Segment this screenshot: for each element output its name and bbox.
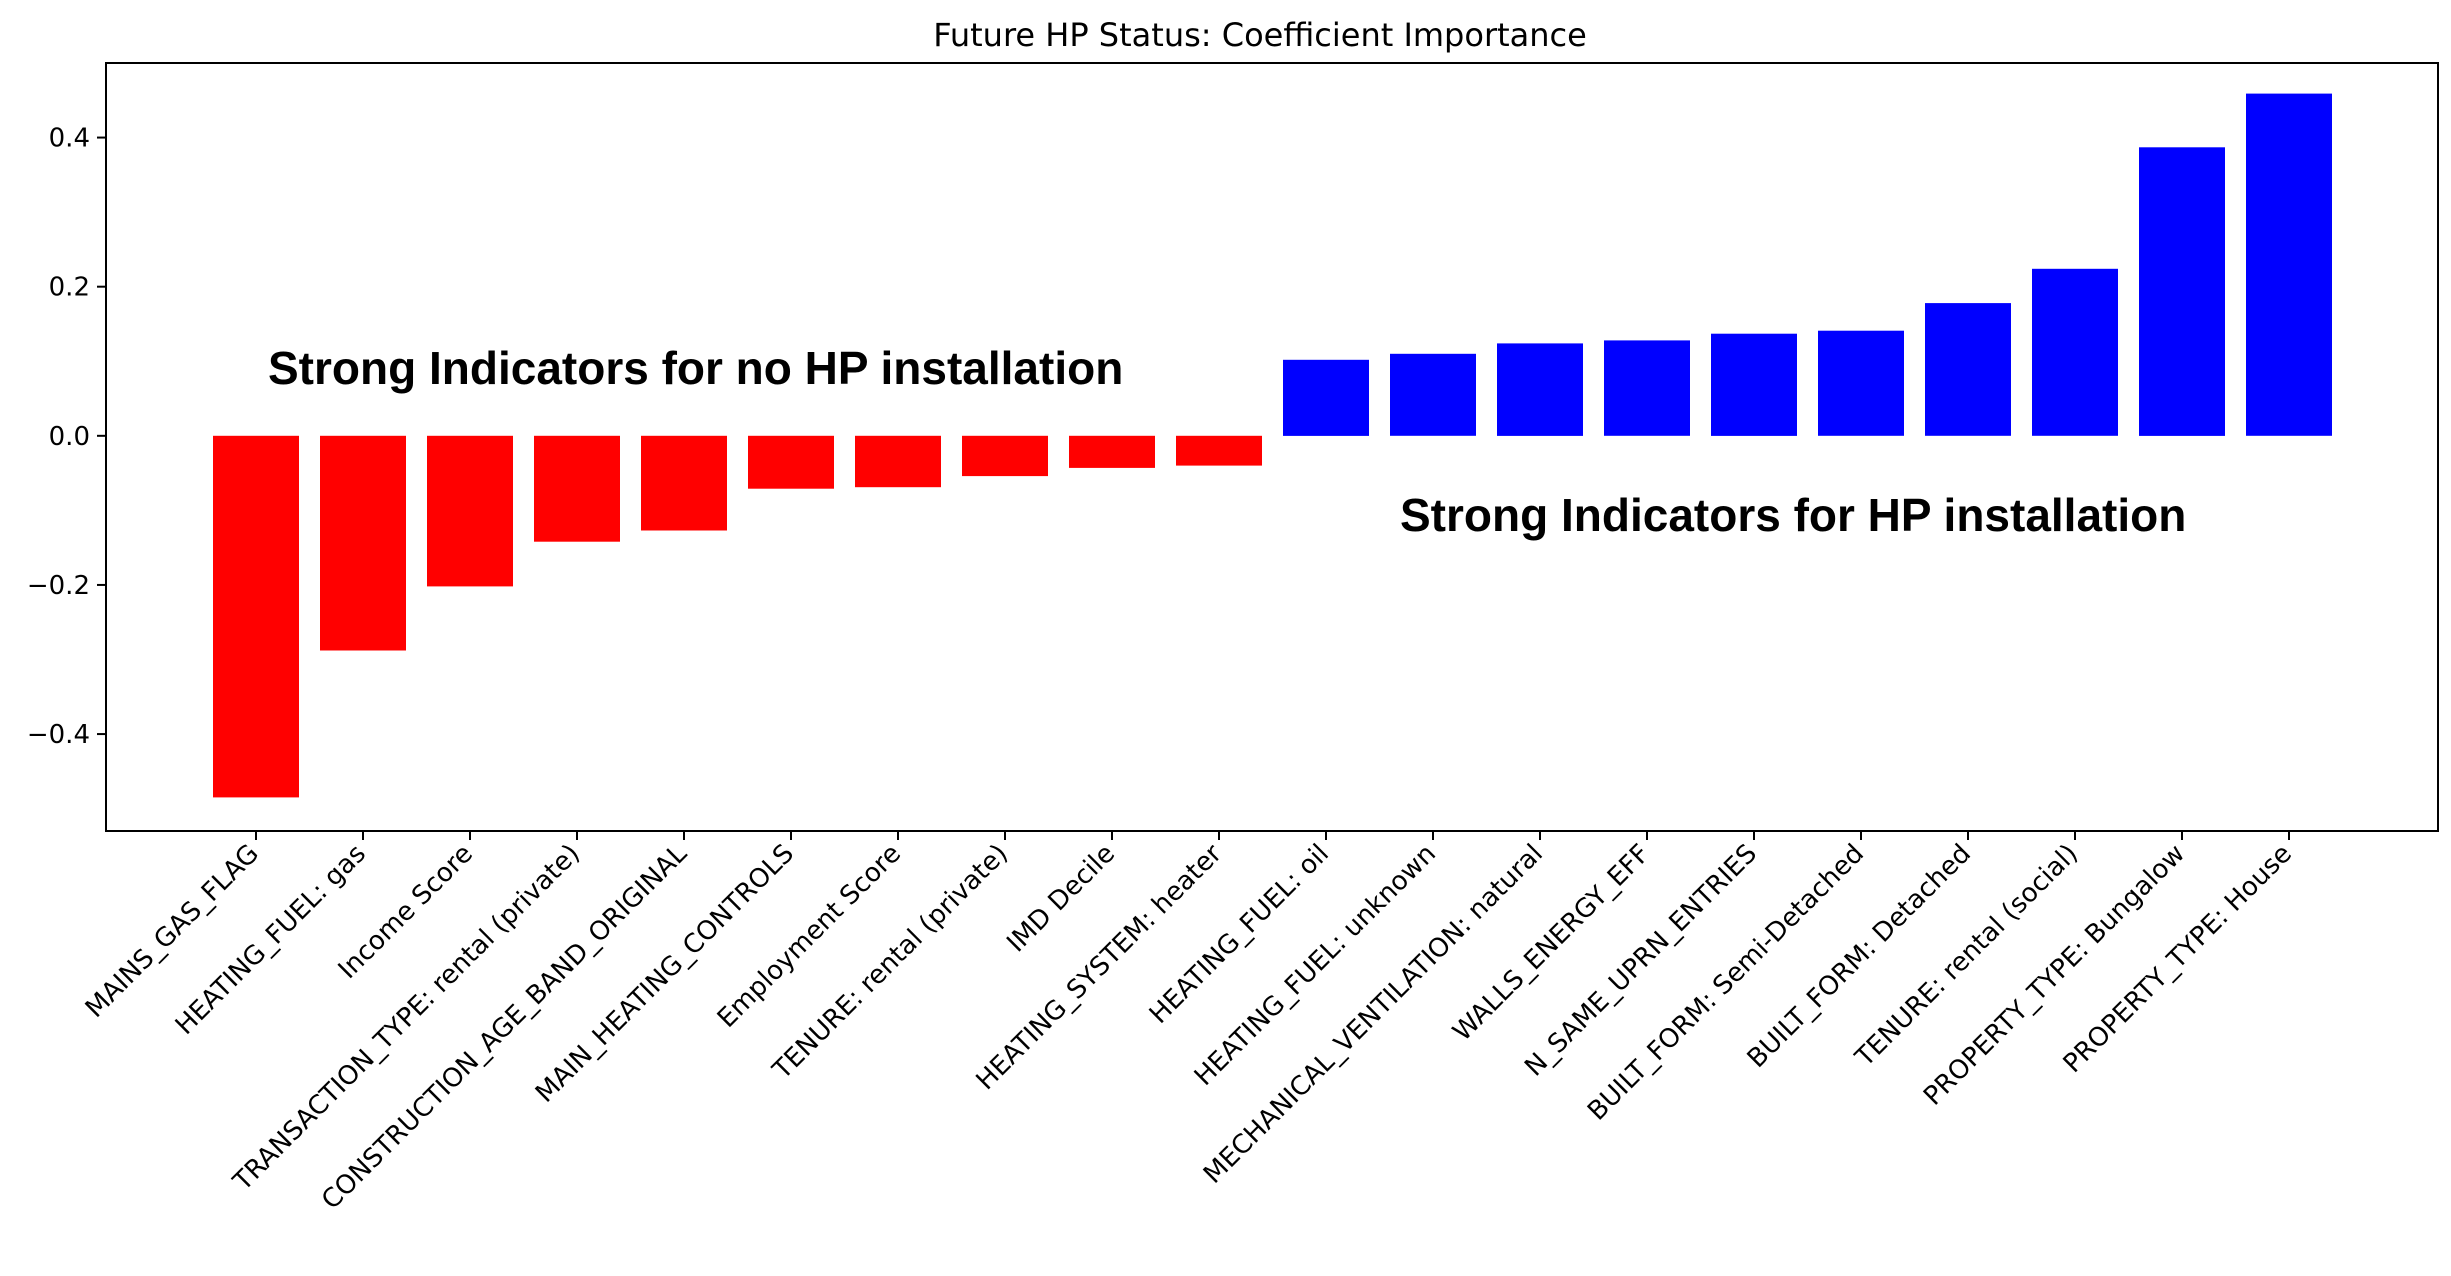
y-tick-label: −0.4 <box>27 720 90 750</box>
bar <box>1176 435 1262 466</box>
annotation-hp-installation: Strong Indicators for HP installation <box>1400 489 2186 541</box>
chart-title: Future HP Status: Coefficient Importance <box>933 16 1587 54</box>
y-tick-label: 0.4 <box>49 124 90 154</box>
bar <box>962 435 1048 477</box>
bars-layer <box>213 93 2332 798</box>
bar <box>1711 333 1797 436</box>
x-tick-label: PROPERTY_TYPE: House <box>2058 839 2298 1079</box>
bar <box>2139 147 2225 436</box>
y-tick-label: −0.2 <box>27 571 90 601</box>
axes-layer <box>105 62 2439 832</box>
x-tick-label: CONSTRUCTION_AGE_BAND_ORIGINAL <box>316 838 693 1215</box>
plot-frame <box>105 62 2439 832</box>
bar <box>213 435 299 798</box>
x-tick-label: BUILT_FORM: Detached <box>1742 839 1977 1074</box>
bar <box>1390 353 1476 436</box>
bar <box>2032 268 2118 436</box>
y-tick-label: 0.2 <box>49 273 90 303</box>
y-tick-label: 0.0 <box>49 422 90 452</box>
bar <box>1818 330 1904 436</box>
annotation-no-hp-installation: Strong Indicators for no HP installation <box>268 342 1123 394</box>
bar <box>855 435 941 488</box>
x-tick-label: HEATING_FUEL: gas <box>170 839 372 1041</box>
bar <box>2246 93 2332 436</box>
x-tick-label: MAINS_GAS_FLAG <box>80 839 265 1024</box>
bar <box>427 435 513 587</box>
bar <box>320 435 406 651</box>
x-tick-label: Employment Score <box>712 839 907 1034</box>
bar <box>1069 435 1155 468</box>
bar <box>748 435 834 489</box>
bar <box>1604 340 1690 436</box>
bar <box>1497 343 1583 436</box>
bar <box>1925 303 2011 436</box>
bar <box>534 435 620 542</box>
x-tick-label: WALLS_ENERGY_EFF <box>1447 839 1656 1048</box>
bar <box>1283 359 1369 436</box>
bar <box>641 435 727 531</box>
x-tick-label: HEATING_FUEL: oil <box>1144 839 1335 1030</box>
x-tick-label: TENURE: rental (social) <box>1849 839 2084 1074</box>
ticks-layer: −0.4−0.20.00.20.4MAINS_GAS_FLAGHEATING_F… <box>27 124 2298 1216</box>
x-tick-label: IMD Decile <box>1001 839 1121 959</box>
